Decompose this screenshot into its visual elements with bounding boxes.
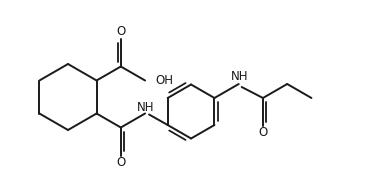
Text: NH: NH bbox=[137, 101, 155, 114]
Text: O: O bbox=[116, 156, 125, 169]
Text: OH: OH bbox=[155, 74, 173, 87]
Text: O: O bbox=[116, 25, 125, 38]
Text: NH: NH bbox=[231, 70, 248, 83]
Text: O: O bbox=[258, 126, 268, 139]
